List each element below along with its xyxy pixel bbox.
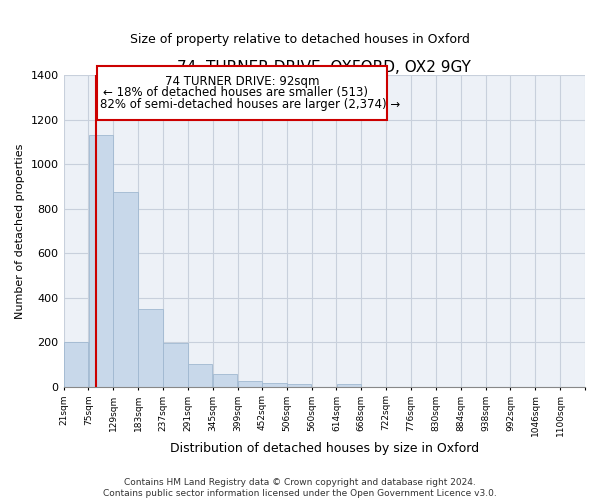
Bar xyxy=(113,192,138,386)
Bar xyxy=(89,135,113,386)
Bar xyxy=(64,342,88,386)
Bar xyxy=(139,309,163,386)
Title: 74, TURNER DRIVE, OXFORD, OX2 9GY: 74, TURNER DRIVE, OXFORD, OX2 9GY xyxy=(178,60,471,75)
Bar xyxy=(337,384,361,386)
Bar xyxy=(238,381,262,386)
Text: Contains HM Land Registry data © Crown copyright and database right 2024.
Contai: Contains HM Land Registry data © Crown c… xyxy=(103,478,497,498)
Bar xyxy=(163,344,188,386)
FancyBboxPatch shape xyxy=(97,66,387,120)
Bar xyxy=(213,374,237,386)
Y-axis label: Number of detached properties: Number of detached properties xyxy=(15,143,25,318)
Bar xyxy=(188,364,212,386)
Bar xyxy=(262,382,287,386)
Text: ← 18% of detached houses are smaller (513): ← 18% of detached houses are smaller (51… xyxy=(103,86,368,99)
Bar xyxy=(287,384,311,386)
Text: 82% of semi-detached houses are larger (2,374) →: 82% of semi-detached houses are larger (… xyxy=(100,98,400,112)
Text: Size of property relative to detached houses in Oxford: Size of property relative to detached ho… xyxy=(130,32,470,46)
Text: 74 TURNER DRIVE: 92sqm: 74 TURNER DRIVE: 92sqm xyxy=(165,75,319,88)
X-axis label: Distribution of detached houses by size in Oxford: Distribution of detached houses by size … xyxy=(170,442,479,455)
